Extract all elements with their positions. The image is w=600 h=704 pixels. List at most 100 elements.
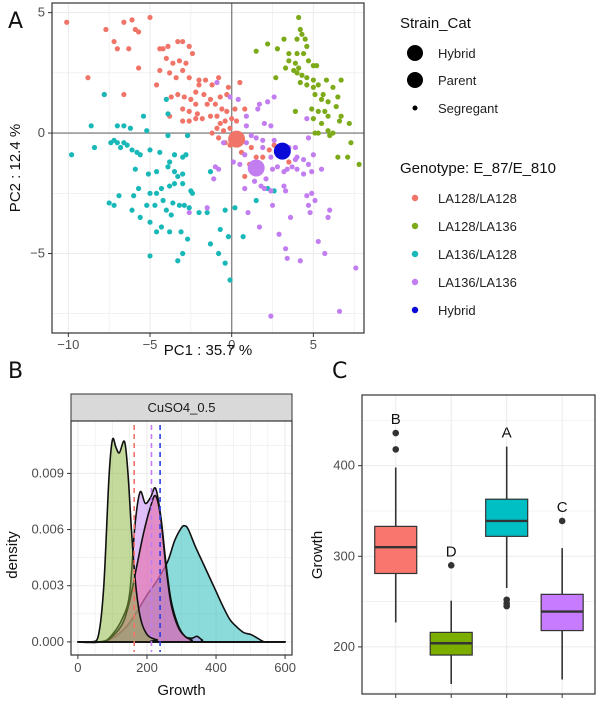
- point-la136-la136: [268, 123, 274, 129]
- point-la136-la128: [147, 147, 153, 153]
- significance-letter: B: [391, 411, 401, 428]
- point-la136-la136: [243, 123, 249, 129]
- point-la128-la128: [183, 60, 189, 66]
- point-la136-la136: [227, 94, 233, 100]
- point-la128-la136: [318, 96, 325, 102]
- point-la128-la136: [338, 113, 344, 119]
- point-la128-la136: [356, 161, 362, 167]
- point-la128-la128: [160, 46, 166, 52]
- point-la136-la128: [137, 214, 143, 220]
- point-la128-la128: [207, 113, 214, 119]
- point-la128-la128: [222, 118, 228, 124]
- box-iqr: [374, 525, 418, 575]
- point-la136-la128: [186, 205, 192, 211]
- point-la128-la136: [294, 70, 300, 76]
- panel-a-label: A: [8, 9, 23, 34]
- panel-a-xlabel: PC1 : 35.7 %: [164, 342, 252, 359]
- point-la136-la136: [292, 144, 298, 151]
- significance-letter: C: [557, 499, 568, 516]
- point-la128-la128: [229, 116, 235, 122]
- point-la136-la128: [157, 149, 163, 155]
- y-tick-label: 5: [38, 5, 45, 20]
- point-la136-la128: [163, 96, 169, 102]
- point-la128-la128: [212, 101, 218, 107]
- point-la128-la128: [233, 118, 240, 124]
- point-la128-la128: [286, 159, 292, 165]
- x-tick-label: 600: [274, 660, 296, 675]
- point-la136-la136: [271, 137, 277, 143]
- point-la136-la128: [118, 144, 124, 151]
- point-la128-la136: [292, 108, 298, 114]
- point-la128-la136: [309, 106, 315, 112]
- legend-genotype-marker-la128-la128: [411, 194, 419, 202]
- point-la136-la128: [167, 229, 173, 235]
- point-la136-la136: [300, 156, 307, 163]
- point-la136-la136: [271, 94, 277, 100]
- point-la128-la136: [335, 154, 341, 160]
- point-la128-la136: [312, 130, 318, 136]
- legend-genotype-marker-la128-la136: [411, 222, 419, 230]
- point-la128-la136: [333, 103, 339, 110]
- point-la136-la128: [184, 132, 191, 139]
- point-la136-la128: [217, 226, 223, 233]
- point-la128-la136: [297, 79, 303, 86]
- panel-b-ylabel: density: [4, 531, 21, 579]
- point-la136-la128: [135, 185, 142, 192]
- point-la136-la128: [153, 190, 160, 196]
- legend-genotype-label-la136-la136: LA136/LA136: [438, 275, 517, 290]
- point-la128-la128: [217, 94, 223, 100]
- point-la136-la128: [144, 128, 150, 134]
- outlier-point: [447, 562, 455, 569]
- point-la128-la128: [194, 111, 200, 117]
- point-la128-la128: [217, 120, 223, 127]
- point-la136-la136: [263, 176, 269, 182]
- large-point-hybrid-hybrid: [273, 142, 291, 160]
- panel-b: B CuSO4_0.5 0 200 400 600 0.000 0.003 0.006 0.0…: [4, 359, 296, 699]
- point-la136-la128: [175, 258, 181, 264]
- point-la128-la136: [305, 58, 312, 64]
- point-la136-la128: [180, 171, 186, 177]
- point-la136-la128: [167, 159, 173, 165]
- point-la128-la128: [168, 94, 174, 100]
- point-la136-la128: [152, 202, 158, 208]
- point-la136-la128: [124, 142, 130, 148]
- point-la128-la128: [129, 17, 135, 23]
- y-tick-label: 0.009: [31, 465, 64, 480]
- point-la128-la128: [175, 38, 181, 45]
- x-tick-label: 400: [205, 660, 227, 675]
- point-la136-la128: [227, 277, 233, 283]
- point-la128-la128: [216, 135, 222, 141]
- legend-size-marker-parent: [407, 72, 423, 88]
- point-la128-la128: [253, 154, 259, 160]
- point-la128-la128: [153, 82, 160, 88]
- point-la128-la136: [299, 31, 305, 37]
- y-tick-label: −5: [30, 246, 45, 261]
- point-la128-la136: [327, 132, 333, 139]
- legend-genotype-label-la128-la128: LA128/LA128: [438, 191, 517, 206]
- point-la128-la128: [224, 108, 230, 114]
- point-la136-la128: [127, 125, 134, 131]
- legend-size-marker-segregant: [412, 105, 418, 111]
- point-la136-la136: [261, 120, 267, 127]
- point-la128-la136: [294, 50, 300, 57]
- box-iqr: [485, 498, 529, 537]
- box-la136-la128: A: [485, 425, 529, 610]
- point-la136-la128: [153, 229, 160, 235]
- point-la136-la136: [281, 183, 287, 189]
- point-la136-la136: [282, 188, 289, 194]
- point-la128-la128: [167, 70, 173, 76]
- point-la128-la128: [216, 75, 222, 81]
- point-la128-la136: [348, 140, 354, 146]
- point-la136-la136: [287, 214, 294, 220]
- point-la136-la128: [178, 229, 184, 235]
- point-la136-la128: [168, 212, 174, 218]
- box-la128-la128: B: [374, 411, 418, 623]
- point-la128-la128: [220, 128, 227, 134]
- point-la136-la128: [171, 152, 178, 158]
- point-la136-la128: [183, 152, 189, 158]
- point-la128-la128: [186, 118, 192, 124]
- legend-strain-cat: Strain_Cat Hybrid Parent Segregant: [400, 15, 498, 116]
- point-la136-la128: [88, 123, 94, 129]
- point-la136-la136: [289, 164, 295, 170]
- point-la136-la136: [243, 140, 249, 146]
